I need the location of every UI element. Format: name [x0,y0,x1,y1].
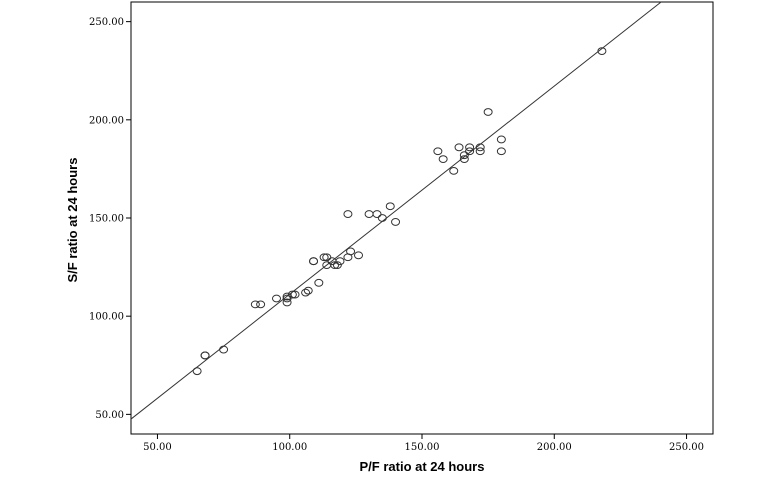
data-point [287,290,297,299]
data-point [597,47,607,55]
y-tick-label: 150.00 [89,214,124,225]
data-point [465,143,475,152]
x-tick-label: 150.00 [405,442,440,453]
data-point [483,108,493,116]
data-point [256,300,266,309]
data-point [192,367,202,376]
data-point [319,253,329,262]
data-point [433,147,443,156]
data-point [200,351,210,360]
data-point [332,261,342,270]
data-point [309,257,319,266]
data-point [459,151,469,160]
y-tick-label: 100.00 [89,312,124,323]
plot-frame [130,1,714,435]
x-tick-label: 250.00 [669,442,704,453]
data-point [496,135,506,144]
x-tick-label: 100.00 [272,442,307,453]
x-axis-title: P/F ratio at 24 hours [360,459,485,474]
x-tick-label: 50.00 [143,442,172,453]
y-tick-label: 200.00 [89,115,124,126]
y-tick-label: 250.00 [89,17,124,28]
data-point [372,210,382,218]
data-point [314,278,324,287]
data-point [496,147,506,156]
data-point [364,210,374,218]
data-point [475,143,485,152]
data-point [290,290,300,299]
data-point [301,288,311,297]
data-point [250,300,260,309]
x-tick-label: 200.00 [537,442,572,453]
data-point [322,253,332,262]
data-point [282,298,292,307]
data-point [449,166,459,175]
y-axis-ticks: 50.00 100.00 150.00 200.00 250.00 [89,17,131,421]
data-point [330,261,340,270]
data-point [272,294,281,303]
data-point [454,143,464,152]
data-point [282,292,292,301]
data-point [391,218,401,226]
data-point [354,251,364,260]
data-point [346,247,356,256]
data-point [303,286,313,295]
fit-line-group [130,1,662,420]
data-point [385,202,395,211]
data-point [465,147,475,156]
data-point [438,155,448,163]
data-point [475,147,485,156]
data-point [459,155,469,163]
data-point [377,214,387,222]
points-group [192,47,607,376]
data-point [335,257,345,266]
y-axis-title: S/F ratio at 24 hours [65,158,80,283]
fit-line [130,1,662,420]
x-axis-ticks: 50.00 100.00 150.00 200.00 250.00 [143,434,704,453]
y-tick-label: 50.00 [95,410,124,421]
data-point [219,345,229,354]
data-point [343,210,353,218]
data-point [282,294,292,303]
